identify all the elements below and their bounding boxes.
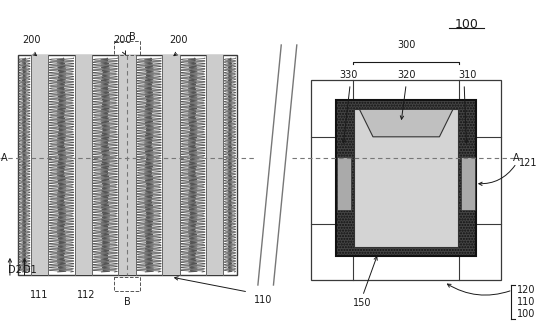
Text: 110: 110 — [253, 295, 272, 305]
Text: 112: 112 — [77, 290, 96, 300]
Bar — [31, 55, 48, 275]
Text: 300: 300 — [397, 40, 415, 50]
Text: 330: 330 — [339, 70, 357, 80]
Polygon shape — [359, 110, 453, 137]
Text: 100: 100 — [516, 309, 535, 319]
Bar — [461, 157, 475, 210]
Bar — [337, 157, 351, 210]
Text: A: A — [513, 153, 520, 163]
Text: 200: 200 — [113, 35, 131, 45]
Text: 120: 120 — [516, 285, 535, 295]
Text: 150: 150 — [353, 298, 372, 308]
Bar — [118, 55, 136, 275]
Text: 100: 100 — [455, 18, 479, 31]
Text: D2: D2 — [8, 265, 22, 275]
Text: 200: 200 — [169, 35, 188, 45]
Bar — [75, 55, 92, 275]
Text: 111: 111 — [31, 290, 49, 300]
Bar — [115, 41, 140, 55]
Text: 310: 310 — [458, 70, 476, 80]
Text: 110: 110 — [516, 297, 535, 307]
Bar — [206, 55, 223, 275]
Bar — [18, 55, 237, 275]
Text: B: B — [129, 32, 136, 42]
Text: 200: 200 — [23, 35, 41, 45]
Text: 320: 320 — [397, 70, 415, 80]
Bar — [355, 110, 458, 247]
Bar — [336, 100, 476, 256]
Bar — [115, 277, 140, 291]
Text: 121: 121 — [519, 158, 537, 168]
Bar — [312, 80, 501, 280]
Text: A: A — [1, 153, 8, 163]
Text: D1: D1 — [23, 265, 37, 275]
Text: B: B — [124, 297, 131, 307]
Bar — [162, 55, 180, 275]
